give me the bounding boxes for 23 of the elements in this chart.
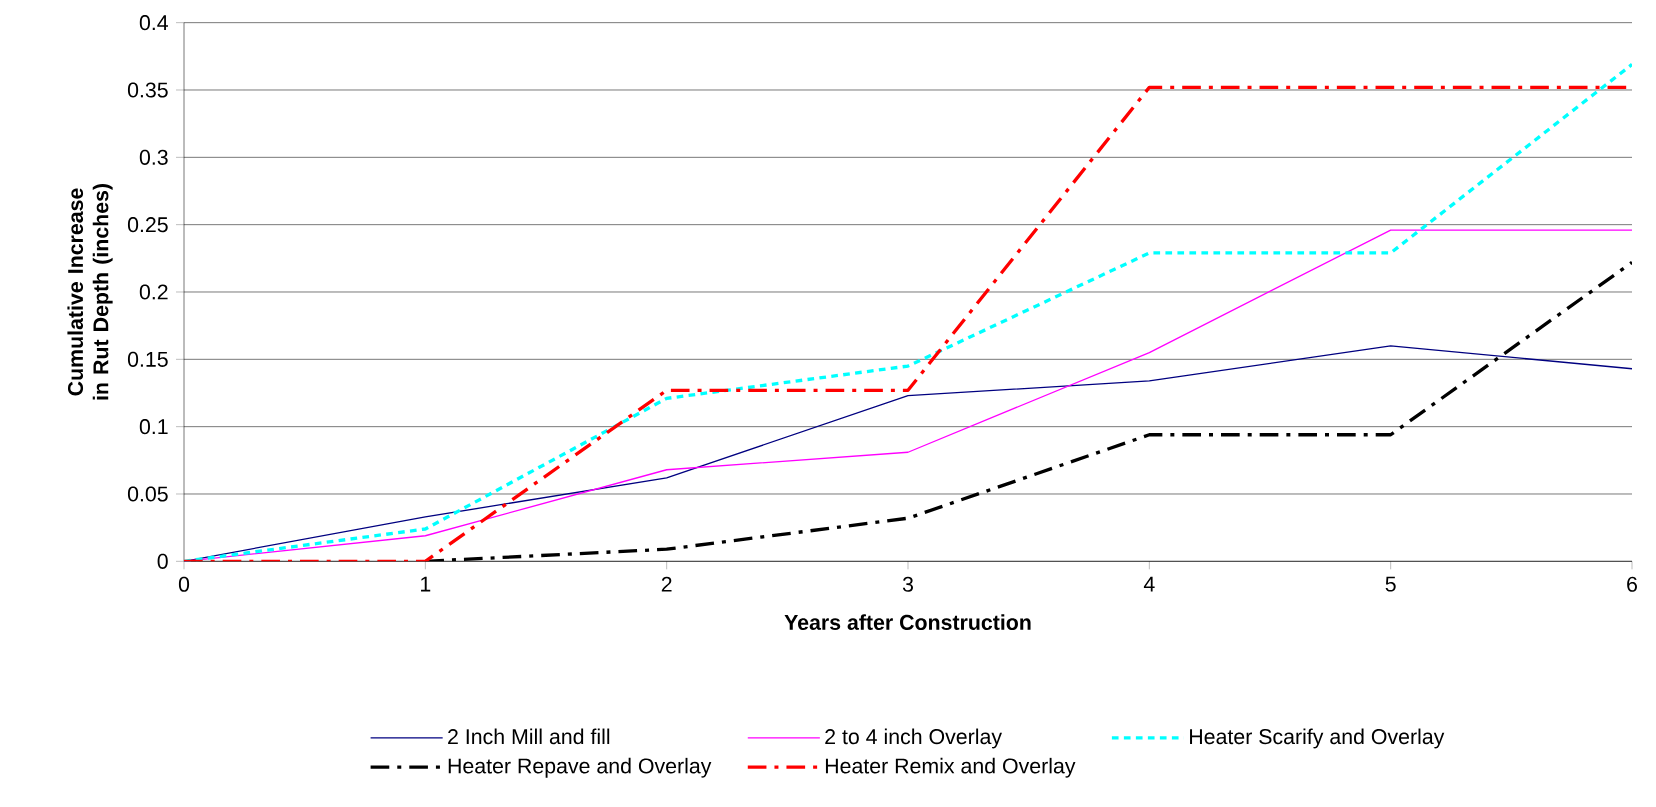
legend-label: Heater Repave and Overlay (448, 758, 712, 778)
y-tick-label: 0.3 (139, 149, 168, 166)
x-tick-label: 3 (902, 576, 913, 592)
y-tick-label: 0.4 (139, 15, 168, 31)
legend-label: Heater Remix and Overlay (825, 758, 1076, 778)
x-tick-label: 0 (178, 576, 190, 592)
y-axis-title: Cumulative Increase in Rut Depth (inches) (67, 184, 113, 400)
x-tick-label: 2 (661, 576, 672, 592)
x-axis-title: Years after Construction (784, 614, 1031, 631)
x-tick-label: 1 (421, 576, 431, 592)
y-tick-label: 0.15 (127, 351, 168, 368)
legend-label: Heater Scarify and Overlay (1190, 728, 1445, 749)
y-tick-label: 0.25 (127, 217, 168, 233)
y-tick-label: 0.35 (127, 82, 168, 98)
y-tick-label: 0.2 (139, 284, 168, 300)
y-tick-label: 0.1 (139, 419, 168, 435)
y-tick-label: 0 (157, 553, 168, 570)
y-tick-label: 0.05 (127, 486, 168, 502)
x-tick-label: 6 (1627, 576, 1637, 592)
x-tick-label: 4 (1143, 576, 1155, 592)
legend-label: 2 to 4 inch Overlay (825, 728, 1002, 749)
x-tick-label: 5 (1385, 576, 1396, 592)
legend-label: 2 Inch Mill and fill (448, 728, 610, 745)
